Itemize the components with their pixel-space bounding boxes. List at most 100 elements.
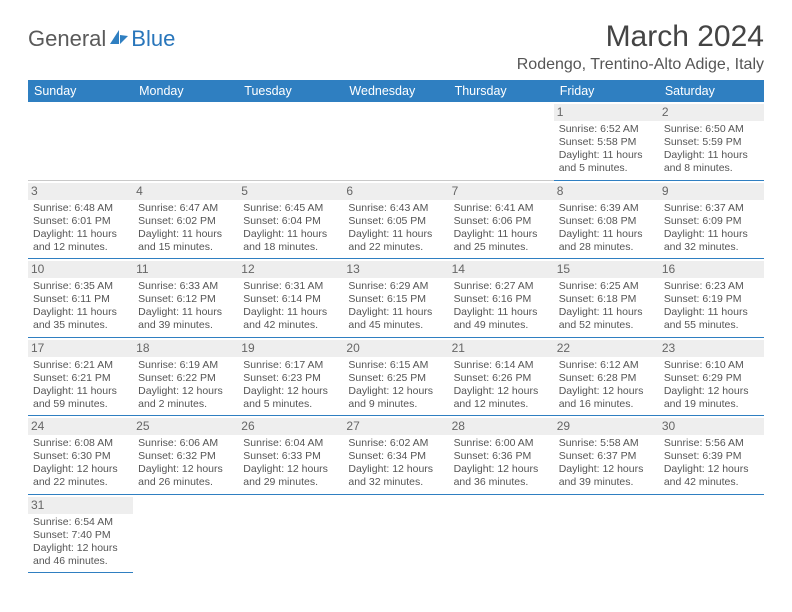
day-number: 8 <box>554 183 659 200</box>
day-info: Sunrise: 6:06 AMSunset: 6:32 PMDaylight:… <box>137 437 234 490</box>
calendar-day-cell: 23Sunrise: 6:10 AMSunset: 6:29 PMDayligh… <box>659 337 764 416</box>
weekday-header-row: SundayMondayTuesdayWednesdayThursdayFrid… <box>28 80 764 102</box>
day-number: 24 <box>28 418 133 435</box>
calendar-day-cell: 24 Sunrise: 6:08 AMSunset: 6:30 PMDayligh… <box>28 416 133 495</box>
day-info: Sunrise: 6:52 AMSunset: 5:58 PMDaylight:… <box>558 123 655 176</box>
calendar-empty-cell <box>449 102 554 180</box>
day-info: Sunrise: 6:50 AMSunset: 5:59 PMDaylight:… <box>663 123 760 176</box>
day-number: 19 <box>238 340 343 357</box>
day-number: 12 <box>238 261 343 278</box>
weekday-header: Wednesday <box>343 80 448 102</box>
calendar-week-row: 17 Sunrise: 6:21 AMSunset: 6:21 PMDayligh… <box>28 337 764 416</box>
calendar-day-cell: 2 Sunrise: 6:50 AMSunset: 5:59 PMDaylight… <box>659 102 764 180</box>
day-info: Sunrise: 6:10 AMSunset: 6:29 PMDaylight:… <box>663 359 760 412</box>
weekday-header: Tuesday <box>238 80 343 102</box>
day-info: Sunrise: 6:08 AMSunset: 6:30 PMDaylight:… <box>32 437 129 490</box>
calendar-day-cell: 9 Sunrise: 6:37 AMSunset: 6:09 PMDaylight… <box>659 180 764 259</box>
calendar-day-cell: 10Sunrise: 6:35 AMSunset: 6:11 PMDayligh… <box>28 259 133 338</box>
calendar-day-cell: 29 Sunrise: 5:58 AMSunset: 6:37 PMDayligh… <box>554 416 659 495</box>
day-number: 2 <box>659 104 764 121</box>
day-info: Sunrise: 6:25 AMSunset: 6:18 PMDaylight:… <box>558 280 655 333</box>
day-number: 16 <box>659 261 764 278</box>
weekday-header: Sunday <box>28 80 133 102</box>
calendar-day-cell: 20 Sunrise: 6:15 AMSunset: 6:25 PMDayligh… <box>343 337 448 416</box>
weekday-header: Saturday <box>659 80 764 102</box>
calendar-week-row: 24 Sunrise: 6:08 AMSunset: 6:30 PMDayligh… <box>28 416 764 495</box>
calendar-day-cell: 14Sunrise: 6:27 AMSunset: 6:16 PMDayligh… <box>449 259 554 338</box>
day-number: 3 <box>28 183 133 200</box>
logo-text-blue: Blue <box>131 26 175 52</box>
weekday-header: Friday <box>554 80 659 102</box>
day-info: Sunrise: 6:33 AMSunset: 6:12 PMDaylight:… <box>137 280 234 333</box>
calendar-week-row: 31 Sunrise: 6:54 AMSunset: 7:40 PMDayligh… <box>28 494 764 573</box>
day-number: 17 <box>28 340 133 357</box>
day-number: 25 <box>133 418 238 435</box>
day-number: 13 <box>343 261 448 278</box>
day-info: Sunrise: 6:04 AMSunset: 6:33 PMDaylight:… <box>242 437 339 490</box>
day-number: 26 <box>238 418 343 435</box>
day-number: 6 <box>343 183 448 200</box>
calendar-day-cell: 17 Sunrise: 6:21 AMSunset: 6:21 PMDayligh… <box>28 337 133 416</box>
day-info: Sunrise: 6:48 AMSunset: 6:01 PMDaylight:… <box>32 202 129 255</box>
day-info: Sunrise: 6:39 AMSunset: 6:08 PMDaylight:… <box>558 202 655 255</box>
calendar-day-cell: 15 Sunrise: 6:25 AMSunset: 6:18 PMDayligh… <box>554 259 659 338</box>
day-number: 29 <box>554 418 659 435</box>
calendar-empty-cell <box>554 494 659 573</box>
day-info: Sunrise: 6:19 AMSunset: 6:22 PMDaylight:… <box>137 359 234 412</box>
day-number: 7 <box>449 183 554 200</box>
sail-icon <box>108 26 130 52</box>
day-info: Sunrise: 6:31 AMSunset: 6:14 PMDaylight:… <box>242 280 339 333</box>
calendar-day-cell: 25 Sunrise: 6:06 AMSunset: 6:32 PMDayligh… <box>133 416 238 495</box>
day-info: Sunrise: 6:15 AMSunset: 6:25 PMDaylight:… <box>347 359 444 412</box>
calendar-empty-cell <box>343 102 448 180</box>
day-info: Sunrise: 6:00 AMSunset: 6:36 PMDaylight:… <box>453 437 550 490</box>
calendar-day-cell: 11 Sunrise: 6:33 AMSunset: 6:12 PMDayligh… <box>133 259 238 338</box>
calendar-day-cell: 7Sunrise: 6:41 AMSunset: 6:06 PMDaylight… <box>449 180 554 259</box>
day-number: 22 <box>554 340 659 357</box>
calendar-week-row: 10Sunrise: 6:35 AMSunset: 6:11 PMDayligh… <box>28 259 764 338</box>
day-info: Sunrise: 6:17 AMSunset: 6:23 PMDaylight:… <box>242 359 339 412</box>
day-info: Sunrise: 6:37 AMSunset: 6:09 PMDaylight:… <box>663 202 760 255</box>
calendar-empty-cell <box>28 102 133 180</box>
calendar-empty-cell <box>133 102 238 180</box>
day-number: 9 <box>659 183 764 200</box>
day-number: 27 <box>343 418 448 435</box>
weekday-header: Thursday <box>449 80 554 102</box>
calendar-day-cell: 16Sunrise: 6:23 AMSunset: 6:19 PMDayligh… <box>659 259 764 338</box>
calendar-day-cell: 28 Sunrise: 6:00 AMSunset: 6:36 PMDayligh… <box>449 416 554 495</box>
location-subtitle: Rodengo, Trentino-Alto Adige, Italy <box>517 56 764 74</box>
day-info: Sunrise: 6:29 AMSunset: 6:15 PMDaylight:… <box>347 280 444 333</box>
weekday-header: Monday <box>133 80 238 102</box>
logo-text-general: General <box>28 26 106 52</box>
calendar-day-cell: 21Sunrise: 6:14 AMSunset: 6:26 PMDayligh… <box>449 337 554 416</box>
calendar-day-cell: 13 Sunrise: 6:29 AMSunset: 6:15 PMDayligh… <box>343 259 448 338</box>
day-number: 31 <box>28 497 133 514</box>
day-info: Sunrise: 5:56 AMSunset: 6:39 PMDaylight:… <box>663 437 760 490</box>
calendar-table: SundayMondayTuesdayWednesdayThursdayFrid… <box>28 80 764 573</box>
header: General Blue March 2024 Rodengo, Trentin… <box>28 20 764 74</box>
calendar-day-cell: 30 Sunrise: 5:56 AMSunset: 6:39 PMDayligh… <box>659 416 764 495</box>
day-number: 15 <box>554 261 659 278</box>
day-number: 28 <box>449 418 554 435</box>
calendar-day-cell: 18Sunrise: 6:19 AMSunset: 6:22 PMDayligh… <box>133 337 238 416</box>
day-number: 11 <box>133 261 238 278</box>
logo: General Blue <box>28 26 175 52</box>
day-info: Sunrise: 6:54 AMSunset: 7:40 PMDaylight:… <box>32 516 129 569</box>
calendar-empty-cell <box>449 494 554 573</box>
calendar-day-cell: 4Sunrise: 6:47 AMSunset: 6:02 PMDaylight… <box>133 180 238 259</box>
calendar-week-row: 1Sunrise: 6:52 AMSunset: 5:58 PMDaylight… <box>28 102 764 180</box>
day-number: 10 <box>28 261 133 278</box>
calendar-day-cell: 31 Sunrise: 6:54 AMSunset: 7:40 PMDayligh… <box>28 494 133 573</box>
calendar-empty-cell <box>133 494 238 573</box>
day-number: 4 <box>133 183 238 200</box>
day-number: 20 <box>343 340 448 357</box>
calendar-body: 1Sunrise: 6:52 AMSunset: 5:58 PMDaylight… <box>28 102 764 573</box>
day-info: Sunrise: 6:02 AMSunset: 6:34 PMDaylight:… <box>347 437 444 490</box>
calendar-day-cell: 3 Sunrise: 6:48 AMSunset: 6:01 PMDaylight… <box>28 180 133 259</box>
title-block: March 2024 Rodengo, Trentino-Alto Adige,… <box>517 20 764 74</box>
calendar-day-cell: 8 Sunrise: 6:39 AMSunset: 6:08 PMDaylight… <box>554 180 659 259</box>
day-number: 30 <box>659 418 764 435</box>
day-info: Sunrise: 5:58 AMSunset: 6:37 PMDaylight:… <box>558 437 655 490</box>
day-info: Sunrise: 6:14 AMSunset: 6:26 PMDaylight:… <box>453 359 550 412</box>
day-info: Sunrise: 6:21 AMSunset: 6:21 PMDaylight:… <box>32 359 129 412</box>
